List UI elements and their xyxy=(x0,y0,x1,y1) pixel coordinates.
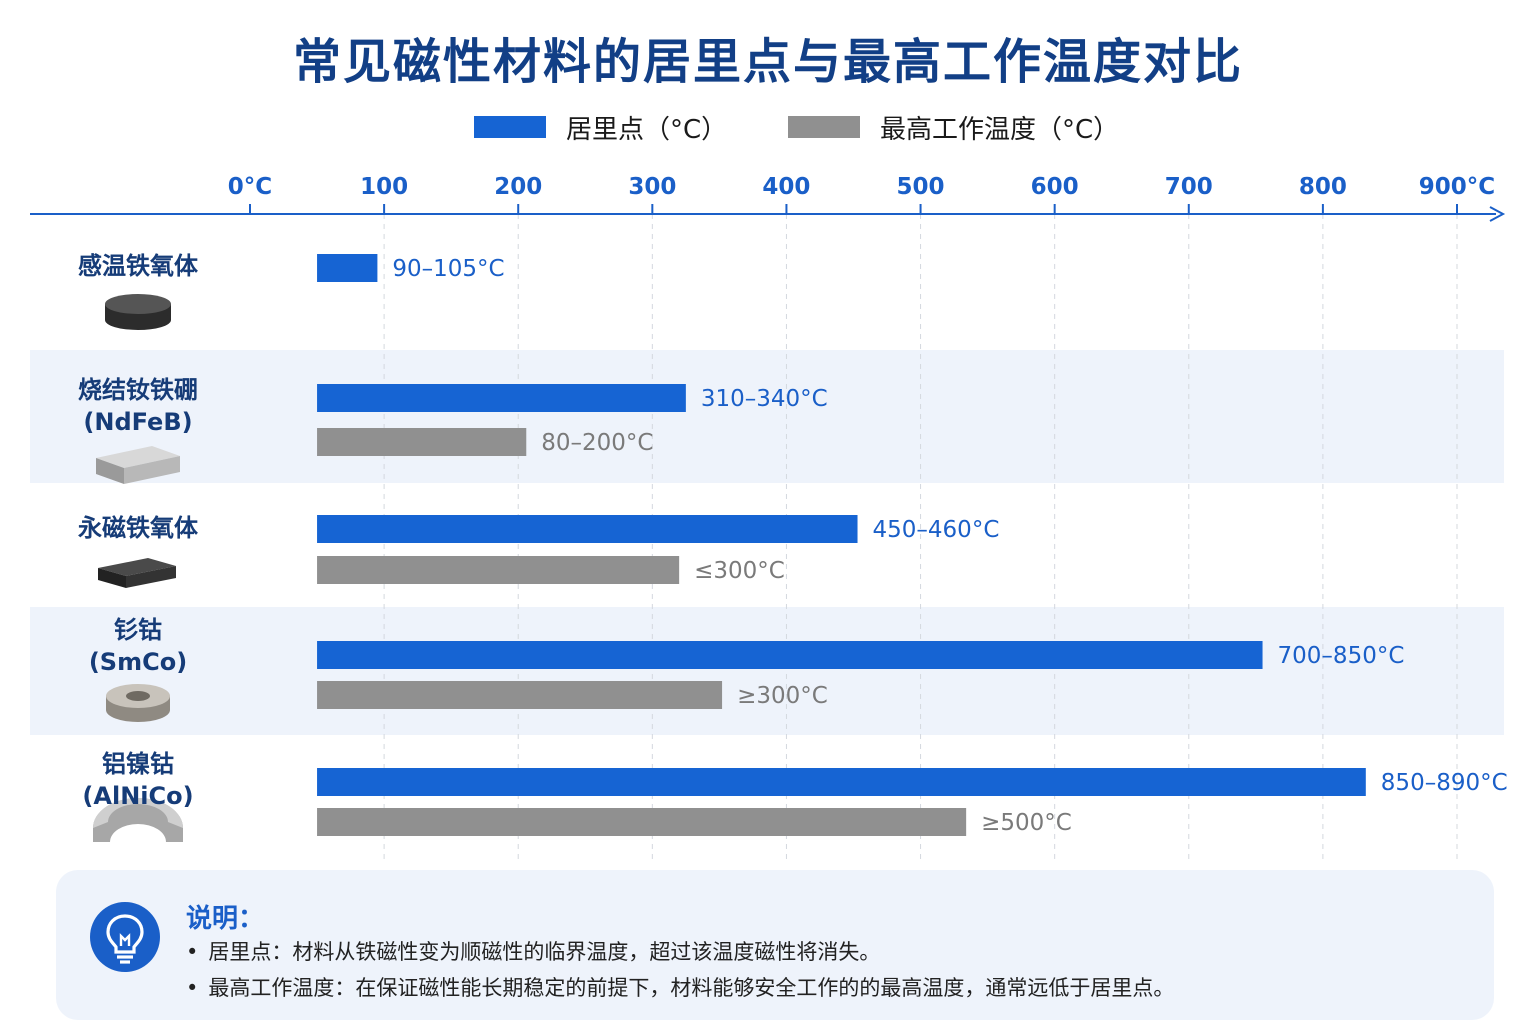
category-subname: (AlNiCo) xyxy=(82,782,194,810)
x-tick-label: 0°C xyxy=(228,174,272,200)
max-temp-value-label: ≥300°C xyxy=(737,683,828,709)
note-item: • 居里点：材料从铁磁性变为顺磁性的临界温度，超过该温度磁性将消失。 xyxy=(186,940,881,964)
chart-title: 常见磁性材料的居里点与最高工作温度对比 xyxy=(292,34,1243,90)
curie-value-label: 850–890°C xyxy=(1381,770,1508,796)
legend-swatch-max-temp xyxy=(788,116,860,138)
x-tick-label: 700 xyxy=(1165,174,1213,200)
category-name: 烧结钕铁硼 xyxy=(78,376,198,404)
max-temp-value-label: ≥500°C xyxy=(981,810,1072,836)
legend-item-max-temp: 最高工作温度（°C） xyxy=(788,112,1119,145)
notes-title: 说明： xyxy=(186,904,265,934)
x-tick-label: 600 xyxy=(1031,174,1079,200)
disc-bottom xyxy=(105,310,171,330)
x-axis-arrow xyxy=(1489,206,1506,222)
ring-hole xyxy=(126,691,150,701)
curie-bar xyxy=(317,768,1366,796)
legend-item-curie: 居里点（°C） xyxy=(474,112,727,145)
curie-bar xyxy=(317,384,686,412)
curie-value-label: 90–105°C xyxy=(392,256,504,282)
block-front xyxy=(124,456,180,484)
block-left xyxy=(96,458,124,484)
block-top xyxy=(98,558,176,576)
curie-bar xyxy=(317,641,1263,669)
x-tick-label: 900°C xyxy=(1419,174,1495,200)
category-label: 钐钴 (SmCo) xyxy=(40,614,236,678)
row-band xyxy=(30,607,1504,735)
max-temp-value-label: 80–200°C xyxy=(541,430,653,456)
ring-magnet-icon xyxy=(106,684,170,722)
curie-value-label: 700–850°C xyxy=(1278,643,1405,669)
category-label: 铝镍钴 (AlNiCo) xyxy=(40,748,236,812)
x-tick-label: 800 xyxy=(1299,174,1347,200)
category-name: 感温铁氧体 xyxy=(78,252,198,280)
category-name: 铝镍钴 xyxy=(102,750,174,778)
bar-chart: 0°C 100 200 300 400 500 600 700 800 900°C 90–105°… xyxy=(30,174,1508,860)
category-name: 钐钴 xyxy=(114,616,162,644)
curie-bar xyxy=(317,254,378,282)
disc-top xyxy=(105,294,171,314)
curie-bar xyxy=(317,515,858,543)
black-disc-magnet-icon xyxy=(105,294,171,330)
x-tick-label: 100 xyxy=(360,174,408,200)
x-tick-label: 400 xyxy=(762,174,810,200)
arc-top xyxy=(93,798,183,828)
block-top xyxy=(96,446,180,468)
category-label: 感温铁氧体 xyxy=(40,250,236,282)
x-tick-label: 500 xyxy=(897,174,945,200)
category-subname: (NdFeB) xyxy=(83,408,193,436)
max-temp-value-label: ≤300°C xyxy=(694,558,785,584)
curie-value-label: 310–340°C xyxy=(701,386,828,412)
notes-panel: 说明： • 居里点：材料从铁磁性变为顺磁性的临界温度，超过该温度磁性将消失。 • 最… xyxy=(56,870,1494,1020)
x-tick-label: 200 xyxy=(494,174,542,200)
max-temp-bar xyxy=(317,556,680,584)
category-name: 永磁铁氧体 xyxy=(78,514,198,542)
max-temp-bar xyxy=(317,428,527,456)
arc-magnet-icon xyxy=(93,798,183,842)
category-label: 烧结钕铁硼 (NdFeB) xyxy=(40,374,236,438)
legend-swatch-curie xyxy=(474,116,546,138)
block-left xyxy=(98,568,126,588)
legend-label-max-temp: 最高工作温度（°C） xyxy=(880,114,1120,145)
legend-label-curie: 居里点（°C） xyxy=(566,114,728,145)
category-label: 永磁铁氧体 xyxy=(40,512,236,544)
block-front xyxy=(126,566,176,588)
note-item: • 最高工作温度：在保证磁性能长期稳定的前提下，材料能够安全工作的的最高温度，通常… xyxy=(186,976,1175,1000)
lightbulb-icon xyxy=(90,902,160,972)
category-subname: (SmCo) xyxy=(88,648,188,676)
max-temp-bar xyxy=(317,808,967,836)
dark-block-magnet-icon xyxy=(98,558,176,588)
curie-value-label: 450–460°C xyxy=(873,517,1000,543)
x-tick-label: 300 xyxy=(628,174,676,200)
silver-block-magnet-icon xyxy=(96,446,180,484)
max-temp-bar xyxy=(317,681,723,709)
row-band xyxy=(30,350,1504,483)
